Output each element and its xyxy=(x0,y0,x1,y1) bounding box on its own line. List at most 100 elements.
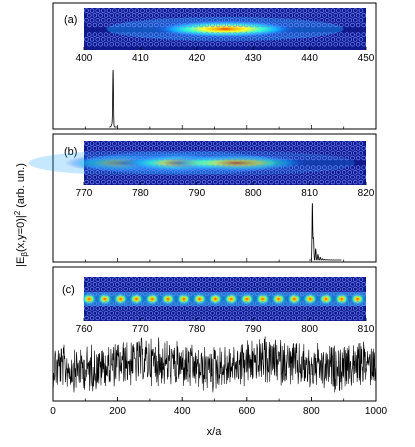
lattice-hole xyxy=(176,301,182,306)
lattice-hole xyxy=(182,301,187,306)
lattice-hole xyxy=(336,315,341,321)
lattice-hole xyxy=(106,150,112,156)
lattice-hole xyxy=(182,13,187,18)
lattice-hole xyxy=(266,165,271,170)
lattice-hole xyxy=(347,277,352,282)
lattice-hole xyxy=(157,315,162,321)
lattice-hole xyxy=(333,310,338,316)
lattice-hole xyxy=(215,291,221,297)
lattice-hole xyxy=(131,174,137,180)
lattice-hole xyxy=(106,179,112,185)
lattice-hole xyxy=(297,286,302,292)
lattice-hole xyxy=(131,165,137,170)
lattice-hole xyxy=(129,170,134,175)
lattice-hole xyxy=(171,282,176,287)
lattice-hole xyxy=(241,170,246,175)
svg-text:|Eβ(x,y=0)|2 (arb. un.): |Eβ(x,y=0)|2 (arb. un.) xyxy=(13,163,29,267)
lattice-hole xyxy=(277,41,282,47)
lattice-hole xyxy=(336,150,341,156)
lattice-hole xyxy=(299,165,305,170)
lattice-hole xyxy=(148,310,154,316)
lattice-hole xyxy=(322,32,327,37)
lattice-hole xyxy=(322,282,327,287)
lattice-hole xyxy=(347,286,352,292)
lattice-hole xyxy=(319,277,324,282)
lattice-hole xyxy=(106,8,112,13)
lattice-hole xyxy=(263,8,268,13)
lattice-hole xyxy=(159,41,165,47)
inset-tick-label: 780 xyxy=(132,188,149,199)
lattice-hole xyxy=(101,286,106,292)
lattice-hole xyxy=(210,310,215,316)
lattice-hole xyxy=(109,22,114,28)
lattice-hole xyxy=(299,13,305,18)
lattice-hole xyxy=(84,286,89,292)
lattice-hole xyxy=(263,17,268,23)
lattice-hole xyxy=(123,306,128,311)
lattice-hole xyxy=(344,13,350,18)
lattice-hole xyxy=(353,315,358,321)
lattice-hole xyxy=(344,310,350,316)
lattice-hole xyxy=(311,146,316,151)
lattice-hole xyxy=(103,291,109,297)
lattice-hole xyxy=(84,8,89,13)
lattice-hole xyxy=(336,37,341,42)
lattice-hole xyxy=(305,291,310,297)
lattice-hole xyxy=(257,277,263,282)
lattice-hole xyxy=(84,150,89,156)
lattice-hole xyxy=(112,141,117,146)
lattice-hole xyxy=(145,277,151,282)
lattice-hole xyxy=(92,282,98,287)
lattice-hole xyxy=(120,13,126,18)
lattice-hole xyxy=(187,301,193,306)
lattice-hole xyxy=(185,286,190,292)
lattice-hole xyxy=(171,32,176,37)
lattice-hole xyxy=(325,179,330,185)
lattice-hole xyxy=(145,150,151,156)
lattice-hole xyxy=(173,17,179,23)
lattice-hole xyxy=(291,8,296,13)
lattice-hole xyxy=(134,8,140,13)
lattice-hole xyxy=(311,32,316,37)
lattice-hole xyxy=(179,179,184,185)
lattice-hole xyxy=(280,286,285,292)
lattice-hole xyxy=(187,41,193,47)
lattice-hole xyxy=(313,306,319,311)
lattice-hole xyxy=(260,41,266,47)
lattice-hole xyxy=(84,179,89,185)
lattice-hole xyxy=(350,13,355,18)
lattice-hole xyxy=(213,286,218,292)
lattice-hole xyxy=(101,277,106,282)
lattice-hole xyxy=(103,301,109,306)
lattice-hole xyxy=(84,306,89,311)
lattice-hole xyxy=(196,306,201,311)
lattice-hole xyxy=(280,150,285,156)
lattice-hole xyxy=(297,17,302,23)
lattice-hole xyxy=(311,41,316,47)
lattice-hole xyxy=(288,41,294,47)
lattice-hole xyxy=(252,150,257,156)
lattice-hole xyxy=(361,282,366,287)
lattice-hole xyxy=(115,155,120,161)
lattice-hole xyxy=(238,301,243,306)
lattice-hole xyxy=(325,306,330,311)
lattice-hole xyxy=(154,301,159,306)
lattice-hole xyxy=(171,310,176,316)
lattice-hole xyxy=(190,315,196,321)
lattice-hole xyxy=(185,17,190,23)
lattice-hole xyxy=(87,13,92,18)
panel-c-lattice xyxy=(84,277,366,321)
lattice-hole xyxy=(176,282,182,287)
lattice-hole xyxy=(327,155,333,161)
lattice-hole xyxy=(263,37,268,42)
lattice-hole xyxy=(361,22,366,28)
lattice-hole xyxy=(215,310,221,316)
lattice-hole xyxy=(157,277,162,282)
lattice-hole xyxy=(143,174,148,180)
lattice-hole xyxy=(316,41,322,47)
lattice-hole xyxy=(154,13,159,18)
lattice-hole xyxy=(285,179,291,185)
lattice-hole xyxy=(103,146,109,151)
lattice-hole xyxy=(151,277,156,282)
lattice-hole xyxy=(280,17,285,23)
